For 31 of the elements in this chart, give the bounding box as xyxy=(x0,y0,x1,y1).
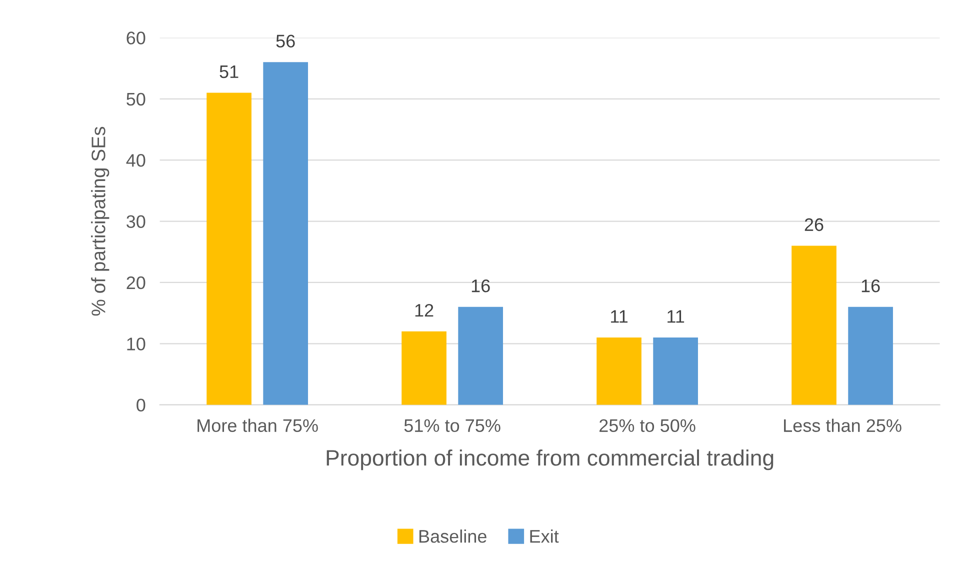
bar xyxy=(653,338,698,405)
data-label: 51 xyxy=(220,65,238,78)
legend-label: Baseline xyxy=(419,530,486,543)
bar xyxy=(263,62,308,405)
data-label: 11 xyxy=(668,310,684,323)
y-tick-label: 60 xyxy=(126,32,146,44)
data-label: 11 xyxy=(611,310,628,323)
x-axis-title: Proportion of income from commercial trading xyxy=(326,449,774,470)
bar xyxy=(458,306,503,405)
bar xyxy=(206,92,252,405)
x-tick-label: 51% to 75% xyxy=(404,419,500,432)
data-label: 16 xyxy=(472,279,490,292)
data-label: 12 xyxy=(415,304,434,317)
x-tick-label: 25% to 50% xyxy=(600,419,696,432)
x-tick-label: Less than 25% xyxy=(784,418,902,432)
y-tick-label: 0 xyxy=(136,398,146,412)
bar xyxy=(596,338,642,405)
y-tick-label: 40 xyxy=(126,154,146,167)
y-tick-label: 30 xyxy=(126,215,146,228)
bar xyxy=(848,306,893,405)
y-axis-title: % of participating SEs xyxy=(91,126,110,316)
y-tick-label: 10 xyxy=(127,338,146,350)
bar xyxy=(402,331,446,405)
data-label: 16 xyxy=(862,279,880,292)
legend-label: Exit xyxy=(530,530,559,543)
x-tick-label: More than 75% xyxy=(198,418,318,432)
data-label: 56 xyxy=(276,34,295,48)
y-tick-label: 20 xyxy=(126,276,146,290)
data-label: 26 xyxy=(804,218,824,232)
y-tick-label: 50 xyxy=(126,92,146,106)
bar xyxy=(792,246,836,405)
